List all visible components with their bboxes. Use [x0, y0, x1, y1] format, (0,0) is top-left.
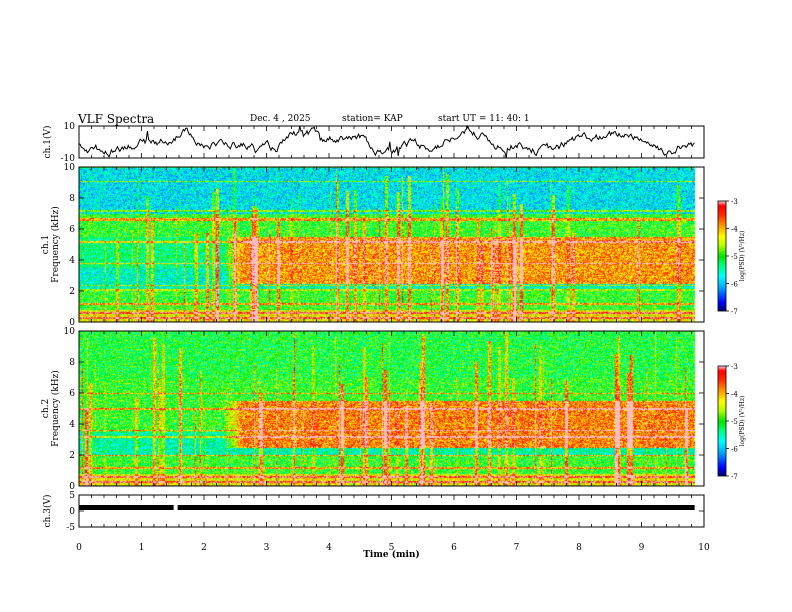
colorbar-tick-label: -5	[731, 253, 738, 261]
colorbar-tick-label: -3	[731, 198, 738, 206]
y-axis-label-3: ch.3(V)	[42, 495, 53, 528]
y-axis-label-0: ch.1(V)	[42, 126, 53, 159]
y-tick-label: 10	[64, 122, 76, 132]
x-tick-label: 4	[326, 543, 332, 553]
x-tick-label: 7	[514, 543, 520, 553]
x-tick-label: 2	[201, 543, 207, 553]
colorbar-tick-label: -5	[731, 418, 738, 426]
colorbar-tick-label: -3	[731, 363, 738, 371]
y-tick-label: 4	[69, 420, 75, 430]
colorbar-frame	[717, 365, 727, 477]
y-tick-label: 0	[69, 318, 75, 328]
ch1-waveform-line	[78, 125, 695, 159]
x-tick-label: 6	[451, 543, 457, 553]
y-tick-label: 6	[69, 389, 75, 399]
y-axis-label-2: ch.2	[41, 399, 51, 418]
colorbar-label: log(PSD) (V²/Hz)	[739, 231, 746, 282]
colorbar-tick-label: -4	[731, 391, 738, 399]
x-axis-label: Time (min)	[363, 549, 420, 560]
date-label: Dec. 4 , 2025	[250, 114, 311, 124]
x-tick-label: 8	[576, 543, 582, 553]
y-tick-label: 8	[69, 358, 75, 368]
colorbar-label: log(PSD) (V²/Hz)	[739, 396, 746, 447]
panel-frame-s1	[78, 166, 705, 323]
ch3-signal-segment	[177, 505, 695, 510]
y-axis-label-1: ch.1	[41, 235, 51, 254]
x-tick-label: 3	[264, 543, 270, 553]
colorbar-tick-label: -6	[731, 281, 738, 289]
x-tick-label: 1	[139, 543, 145, 553]
y-tick-label: 2	[69, 287, 75, 297]
x-tick-label: 0	[76, 543, 82, 553]
y-tick-label: 4	[69, 256, 75, 266]
colorbar-tick-label: -4	[731, 226, 738, 234]
y-tick-label: 0	[69, 482, 75, 492]
colorbar-tick-label: -6	[731, 446, 738, 454]
y-tick-label: -10	[61, 154, 76, 164]
y-tick-label: 10	[64, 327, 76, 337]
colorbar-tick-label: -7	[731, 308, 738, 316]
y-tick-label: 10	[64, 163, 76, 173]
y-axis-label-2: Frequency (kHz)	[50, 370, 61, 447]
x-tick-label: 5	[389, 543, 395, 553]
x-tick-label: 9	[639, 543, 645, 553]
colorbar-frame	[717, 200, 727, 312]
y-axis-label-1: Frequency (kHz)	[50, 206, 61, 283]
y-tick-label: -5	[66, 523, 75, 533]
panel-frame-s2	[78, 330, 705, 487]
y-tick-label: 6	[69, 225, 75, 235]
figure-title: VLF Spectra	[78, 112, 155, 126]
ch3-signal-segment	[79, 505, 174, 510]
y-tick-label: 0	[69, 507, 75, 517]
colorbar-tick-label: -7	[731, 473, 738, 481]
start-time-label: start UT = 11: 40: 1	[438, 114, 530, 124]
station-label: station= KAP	[342, 114, 403, 124]
y-tick-label: 8	[69, 194, 75, 204]
y-tick-label: 2	[69, 451, 75, 461]
x-tick-label: 10	[698, 543, 710, 553]
y-tick-label: 5	[69, 491, 75, 501]
